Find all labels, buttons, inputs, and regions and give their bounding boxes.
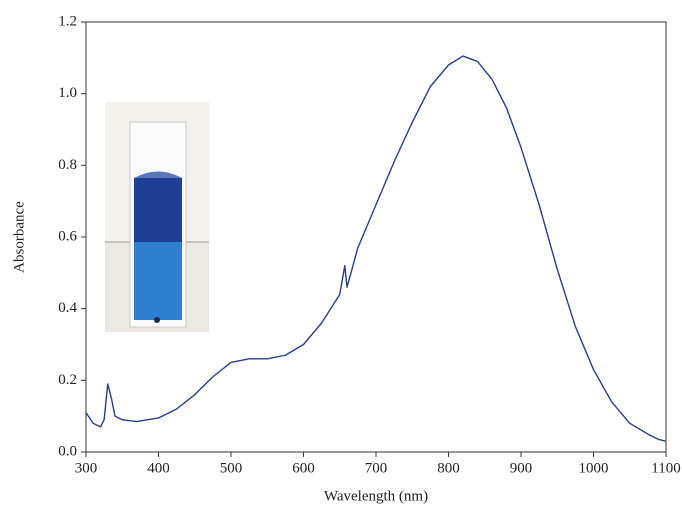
y-tick-label: 0.8 bbox=[58, 157, 77, 173]
spectrum-line bbox=[85, 55, 667, 442]
x-tick-label: 1000 bbox=[579, 460, 609, 476]
y-tick-label: 0.0 bbox=[58, 443, 77, 459]
x-tick-label: 1100 bbox=[651, 460, 680, 476]
y-tick-label: 0.6 bbox=[58, 228, 77, 244]
x-tick-label: 800 bbox=[437, 460, 460, 476]
x-tick-label: 700 bbox=[365, 460, 388, 476]
y-tick-label: 1.0 bbox=[58, 85, 77, 101]
x-axis-label: Wavelength (nm) bbox=[324, 488, 428, 504]
x-tick-label: 600 bbox=[292, 460, 315, 476]
x-tick-label: 400 bbox=[147, 460, 170, 476]
x-tick-label: 300 bbox=[75, 460, 98, 476]
x-tick-label: 500 bbox=[220, 460, 243, 476]
x-tick-label: 900 bbox=[510, 460, 533, 476]
y-tick-label: 1.2 bbox=[58, 13, 77, 29]
y-tick-label: 0.4 bbox=[58, 300, 77, 316]
inset-photo bbox=[105, 102, 209, 332]
y-tick-label: 0.2 bbox=[58, 372, 77, 388]
y-axis-label: Absorbance bbox=[11, 201, 27, 273]
